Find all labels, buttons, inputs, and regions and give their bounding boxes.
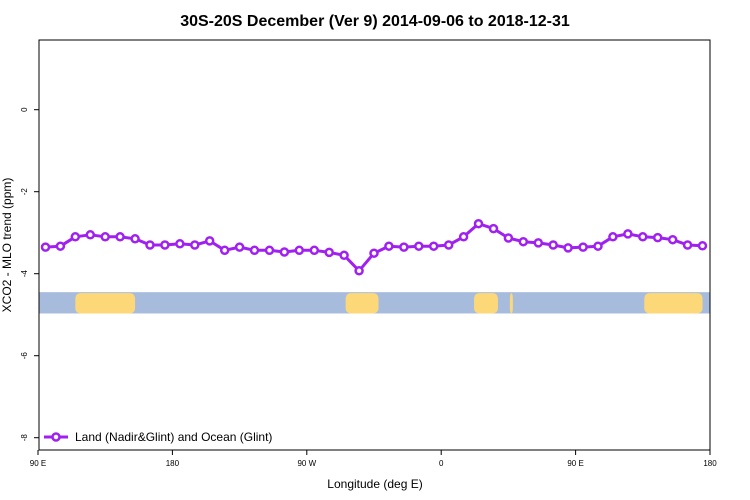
data-point bbox=[548, 240, 558, 250]
land-segment bbox=[474, 293, 498, 314]
data-point bbox=[309, 245, 320, 256]
y-tick-label: 0 bbox=[20, 107, 29, 112]
data-point bbox=[264, 245, 275, 256]
data-point bbox=[204, 236, 215, 246]
data-point bbox=[354, 266, 364, 276]
data-point bbox=[145, 240, 155, 250]
data-point bbox=[652, 232, 663, 243]
data-point bbox=[219, 245, 230, 256]
data-point bbox=[414, 241, 424, 251]
y-tick-label: -6 bbox=[20, 352, 29, 360]
data-point bbox=[682, 240, 693, 250]
data-point bbox=[578, 242, 588, 252]
legend-label: Land (Nadir&Glint) and Ocean (Glint) bbox=[75, 430, 272, 444]
data-point bbox=[638, 232, 648, 242]
chart-title: 30S-20S December (Ver 9) 2014-09-06 to 2… bbox=[180, 13, 570, 30]
data-point bbox=[503, 233, 514, 243]
data-point bbox=[70, 232, 81, 242]
data-point bbox=[384, 241, 394, 251]
data-point bbox=[458, 232, 469, 242]
data-point bbox=[339, 250, 349, 261]
land-segment bbox=[509, 293, 513, 314]
data-point bbox=[488, 223, 499, 234]
y-tick-label: -8 bbox=[20, 434, 29, 442]
data-point bbox=[593, 241, 603, 251]
data-point bbox=[697, 241, 708, 251]
legend: Land (Nadir&Glint) and Ocean (Glint) bbox=[44, 430, 272, 444]
x-tick-label: 90 W bbox=[297, 459, 316, 468]
data-point bbox=[563, 243, 573, 253]
x-axis-label: Longitude (deg E) bbox=[327, 477, 422, 491]
data-point bbox=[369, 248, 379, 258]
x-tick-label: 90 E bbox=[567, 459, 583, 468]
data-point bbox=[249, 245, 260, 256]
data-point bbox=[130, 234, 140, 244]
data-point bbox=[533, 238, 544, 248]
data-point bbox=[473, 218, 484, 229]
x-tick-label: 180 bbox=[703, 459, 717, 468]
x-tick-label: 180 bbox=[166, 459, 180, 468]
land-ocean-mask bbox=[39, 292, 710, 314]
data-point bbox=[115, 232, 125, 242]
land-segment bbox=[345, 293, 379, 314]
y-axis-label: XCO2 - MLO trend (ppm) bbox=[0, 178, 14, 313]
data-point bbox=[324, 247, 334, 258]
data-point bbox=[55, 241, 66, 251]
x-tick-label: 0 bbox=[439, 459, 444, 468]
data-point bbox=[85, 230, 96, 240]
data-point bbox=[279, 247, 290, 257]
data-point bbox=[443, 240, 454, 250]
data-point bbox=[100, 232, 110, 242]
series-line bbox=[45, 222, 703, 273]
y-tick-label: -2 bbox=[20, 188, 29, 196]
data-point bbox=[428, 241, 439, 251]
data-point bbox=[234, 242, 245, 252]
data-point bbox=[175, 239, 185, 249]
land-segment bbox=[644, 293, 703, 314]
data-point bbox=[399, 242, 409, 252]
data-point bbox=[40, 242, 51, 252]
x-axis: 90 E 180 90 W 0 90 E 180 bbox=[30, 450, 717, 468]
data-point bbox=[294, 245, 305, 256]
y-axis: 0 -2 -4 -6 -8 bbox=[20, 107, 39, 441]
series-layer bbox=[40, 218, 708, 276]
data-point bbox=[608, 232, 618, 242]
data-point bbox=[623, 229, 633, 239]
data-point bbox=[190, 240, 200, 250]
x-tick-label: 90 E bbox=[30, 459, 46, 468]
data-point bbox=[518, 236, 529, 247]
data-point bbox=[667, 234, 678, 245]
data-point bbox=[160, 240, 170, 250]
legend-marker bbox=[51, 432, 61, 442]
plot-frame bbox=[38, 39, 711, 451]
land-segment bbox=[75, 293, 136, 314]
y-tick-label: -4 bbox=[20, 270, 29, 278]
